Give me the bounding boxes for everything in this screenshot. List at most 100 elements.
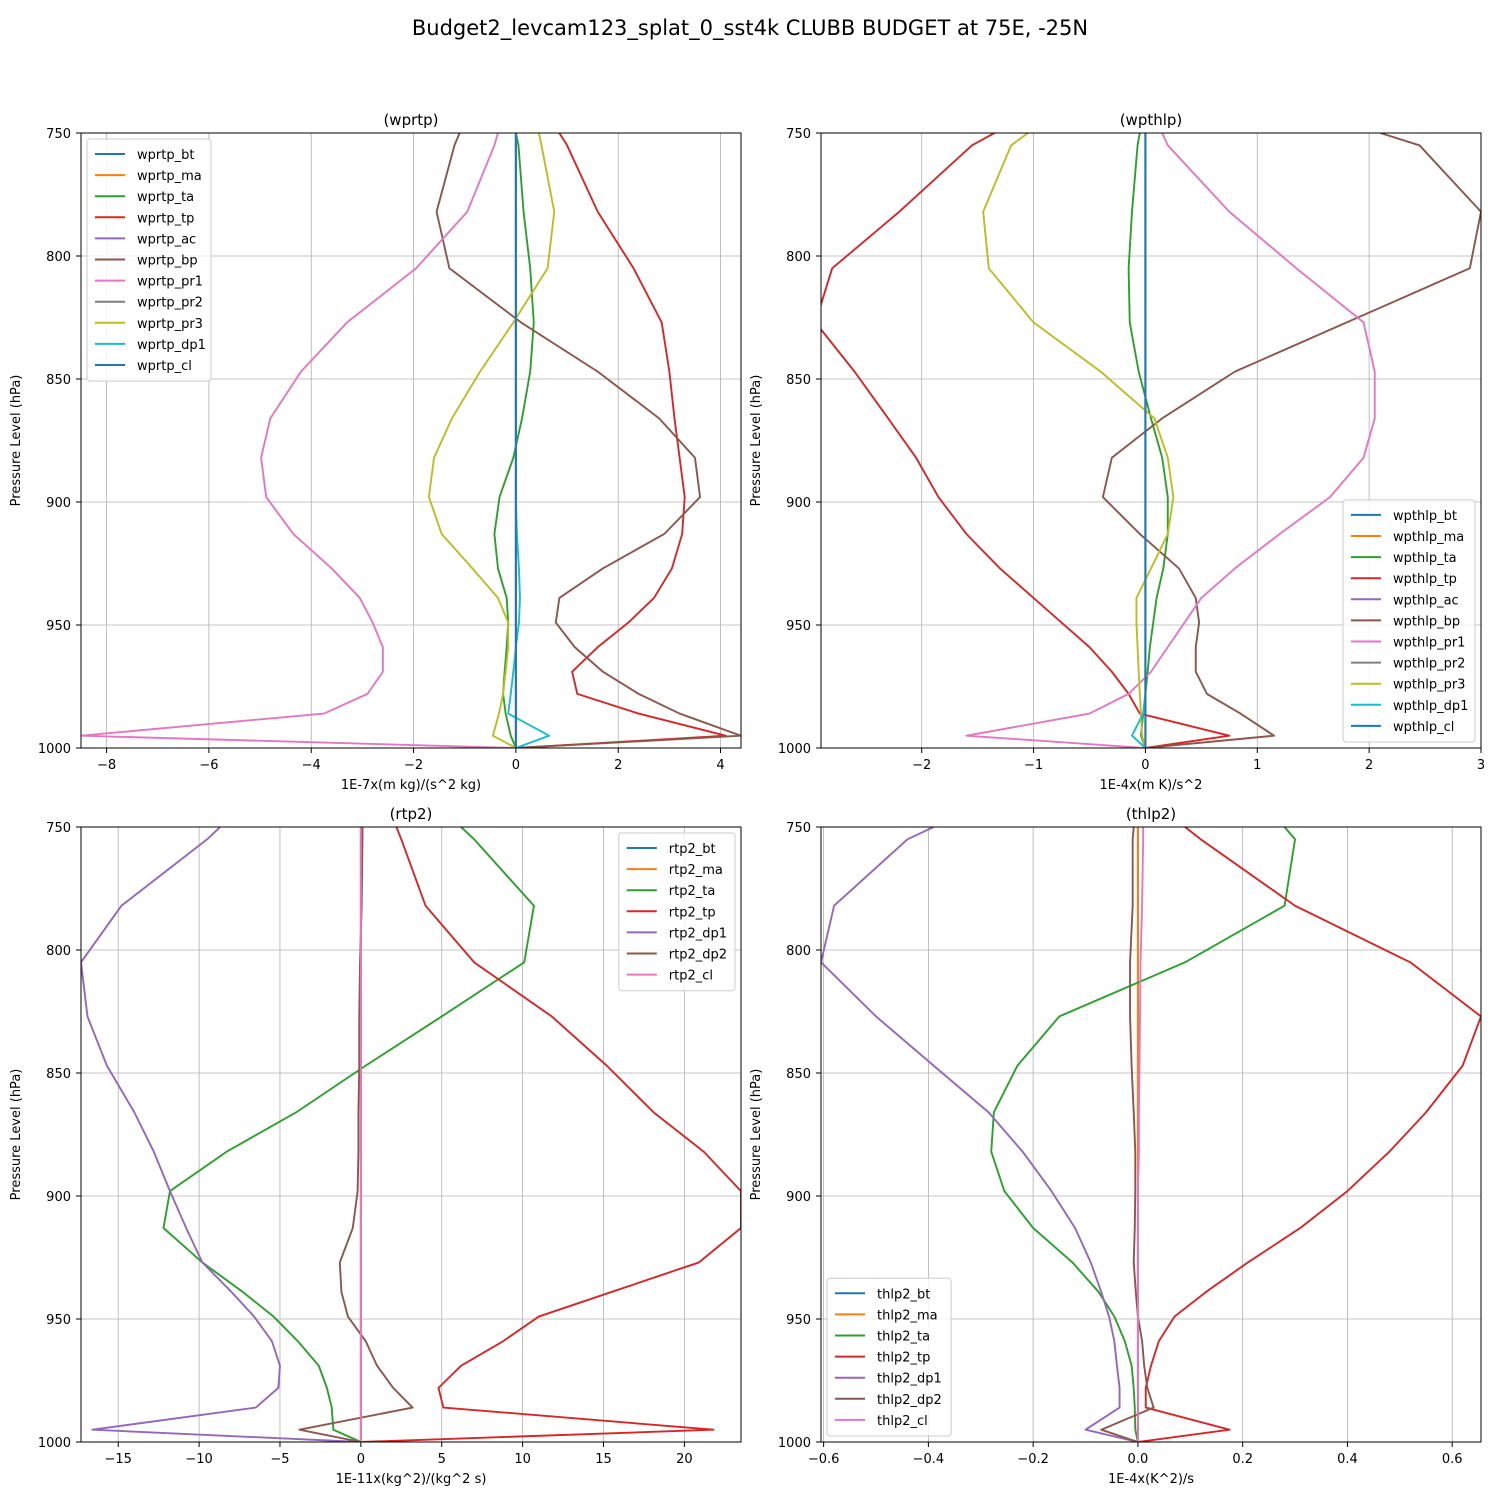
y-tick-label: 1000 xyxy=(778,1436,811,1451)
legend: thlp2_bt thlp2_ma thlp2_ta thlp2_tp thlp2_dp… xyxy=(826,1277,952,1437)
x-tick-label: 5 xyxy=(438,1452,446,1467)
y-axis-label: Pressure Level (hPa) xyxy=(9,375,24,507)
y-tick-label: 1000 xyxy=(778,742,811,757)
axes-frame xyxy=(820,826,1482,1443)
y-tick-label: 1000 xyxy=(38,742,71,757)
legend-label-wpthlp_cl: wpthlp_cl xyxy=(1393,720,1454,735)
x-axis-label: 1E-4x(m K)/s^2 xyxy=(1100,778,1203,793)
y-tick-label: 900 xyxy=(786,496,811,511)
legend-label-wprtp_bp: wprtp_bp xyxy=(137,254,198,269)
x-tick-label: 1 xyxy=(1253,758,1261,773)
x-tick-label: −8 xyxy=(97,758,116,773)
series-line-wprtp_tp xyxy=(515,133,727,748)
x-tick-label: −5 xyxy=(270,1452,289,1467)
x-tick-label: 0.6 xyxy=(1442,1452,1463,1467)
legend-label-wprtp_cl: wprtp_cl xyxy=(137,359,192,374)
legend-label-thlp2_ta: thlp2_ta xyxy=(877,1330,930,1345)
legend-label-wpthlp_pr3: wpthlp_pr3 xyxy=(1393,678,1465,693)
legend-label-wpthlp_pr2: wpthlp_pr2 xyxy=(1393,657,1465,672)
y-tick-label: 950 xyxy=(786,1313,811,1328)
chart-panel-1: −8 −6 −4 −2 0 2 4 750 800 850 900 950 1000 (wprtp) 1E-… xyxy=(9,111,742,793)
x-tick-label: −0.4 xyxy=(913,1452,945,1467)
x-tick-label: 0 xyxy=(512,758,520,773)
x-tick-label: −4 xyxy=(302,758,321,773)
legend-box xyxy=(618,832,736,992)
y-tick-label: 800 xyxy=(46,944,71,959)
legend-label-wprtp_bt: wprtp_bt xyxy=(137,148,194,163)
legend-label-thlp2_cl: thlp2_cl xyxy=(877,1414,928,1429)
x-tick-label: 0 xyxy=(357,1452,365,1467)
y-tick-label: 1000 xyxy=(38,1436,71,1451)
legend-label-rtp2_dp1: rtp2_dp1 xyxy=(669,926,727,941)
legend: rtp2_bt rtp2_ma rtp2_ta rtp2_tp rtp2_dp1 rtp2… xyxy=(618,832,736,992)
legend-label-rtp2_bt: rtp2_bt xyxy=(669,842,716,857)
axes-frame xyxy=(80,132,742,749)
legend-label-wprtp_ta: wprtp_ta xyxy=(137,190,194,205)
chart-panel-2: −2 −1 0 1 2 3 750 800 850 900 950 1000 (wpthlp) 1E-4x… xyxy=(749,111,1485,793)
y-tick-label: 750 xyxy=(786,821,811,836)
chart-title: (thlp2) xyxy=(1126,805,1176,823)
series-line-thlp2_tp xyxy=(1137,827,1481,1442)
figure-title: Budget2_levcam123_splat_0_sst4k CLUBB BU… xyxy=(411,16,1089,40)
x-tick-label: 15 xyxy=(595,1452,612,1467)
y-tick-label: 900 xyxy=(786,1190,811,1205)
x-tick-label: −2 xyxy=(404,758,423,773)
x-tick-label: −6 xyxy=(199,758,218,773)
legend-label-thlp2_ma: thlp2_ma xyxy=(877,1308,938,1323)
series-line-thlp2_dp2 xyxy=(1100,827,1155,1442)
legend-label-wpthlp_ma: wpthlp_ma xyxy=(1393,530,1464,545)
legend-label-wprtp_pr2: wprtp_pr2 xyxy=(137,296,203,311)
legend-label-wprtp_ac: wprtp_ac xyxy=(137,232,196,247)
y-tick-label: 850 xyxy=(786,1067,811,1082)
legend-label-wpthlp_dp1: wpthlp_dp1 xyxy=(1393,699,1468,714)
x-tick-label: 2 xyxy=(614,758,622,773)
chart-panel-4: −0.6 −0.4 −0.2 0.0 0.2 0.4 0.6 750 800 850 900 950 1… xyxy=(749,805,1482,1487)
series-line-thlp2_cl xyxy=(1136,827,1145,1442)
legend-label-rtp2_ma: rtp2_ma xyxy=(669,863,723,878)
x-axis-label: 1E-11x(kg^2)/(kg^2 s) xyxy=(336,1472,487,1487)
y-tick-label: 750 xyxy=(786,127,811,142)
series-line-thlp2_dp1 xyxy=(821,827,1139,1442)
x-tick-label: −0.2 xyxy=(1017,1452,1049,1467)
y-tick-label: 800 xyxy=(786,944,811,959)
series-group xyxy=(821,133,1481,748)
legend-label-wpthlp_ac: wpthlp_ac xyxy=(1393,593,1459,608)
series-line-rtp2_ta xyxy=(162,827,535,1442)
y-tick-label: 800 xyxy=(46,250,71,265)
legend: wprtp_bt wprtp_ma wprtp_ta wprtp_tp wprtp_ac… xyxy=(86,138,212,382)
x-tick-label: −1 xyxy=(1024,758,1043,773)
y-tick-label: 900 xyxy=(46,1190,71,1205)
legend-label-rtp2_cl: rtp2_cl xyxy=(669,969,713,984)
y-tick-label: 800 xyxy=(786,250,811,265)
y-tick-label: 950 xyxy=(786,619,811,634)
y-axis-label: Pressure Level (hPa) xyxy=(9,1069,24,1201)
legend-box xyxy=(826,1277,952,1437)
series-line-wprtp_bp xyxy=(435,133,741,748)
x-tick-label: 0 xyxy=(1141,758,1149,773)
legend-label-wpthlp_bp: wpthlp_bp xyxy=(1393,614,1460,629)
legend-label-wpthlp_ta: wpthlp_ta xyxy=(1393,551,1457,566)
y-tick-label: 750 xyxy=(46,127,71,142)
x-tick-label: 4 xyxy=(716,758,724,773)
series-line-wpthlp_pr3 xyxy=(982,133,1175,748)
series-line-wpthlp_pr1 xyxy=(965,133,1376,748)
x-tick-label: −0.6 xyxy=(808,1452,840,1467)
legend-label-rtp2_dp2: rtp2_dp2 xyxy=(669,948,727,963)
axes-frame xyxy=(820,132,1482,749)
series-group xyxy=(81,133,741,748)
chart-title: (rtp2) xyxy=(390,805,433,823)
legend-label-wpthlp_bt: wpthlp_bt xyxy=(1393,509,1457,524)
series-line-wprtp_pr3 xyxy=(427,133,556,748)
x-tick-label: 0.2 xyxy=(1232,1452,1253,1467)
y-axis-label: Pressure Level (hPa) xyxy=(749,1069,764,1201)
legend-label-thlp2_bt: thlp2_bt xyxy=(877,1287,930,1302)
legend-label-wprtp_tp: wprtp_tp xyxy=(137,211,194,226)
y-tick-label: 850 xyxy=(46,373,71,388)
x-tick-label: 0.4 xyxy=(1337,1452,1358,1467)
x-tick-label: 0.0 xyxy=(1128,1452,1149,1467)
legend-label-thlp2_tp: thlp2_tp xyxy=(877,1351,930,1366)
legend-label-wpthlp_pr1: wpthlp_pr1 xyxy=(1393,636,1465,651)
legend-label-wprtp_pr1: wprtp_pr1 xyxy=(137,275,203,290)
y-tick-label: 900 xyxy=(46,496,71,511)
